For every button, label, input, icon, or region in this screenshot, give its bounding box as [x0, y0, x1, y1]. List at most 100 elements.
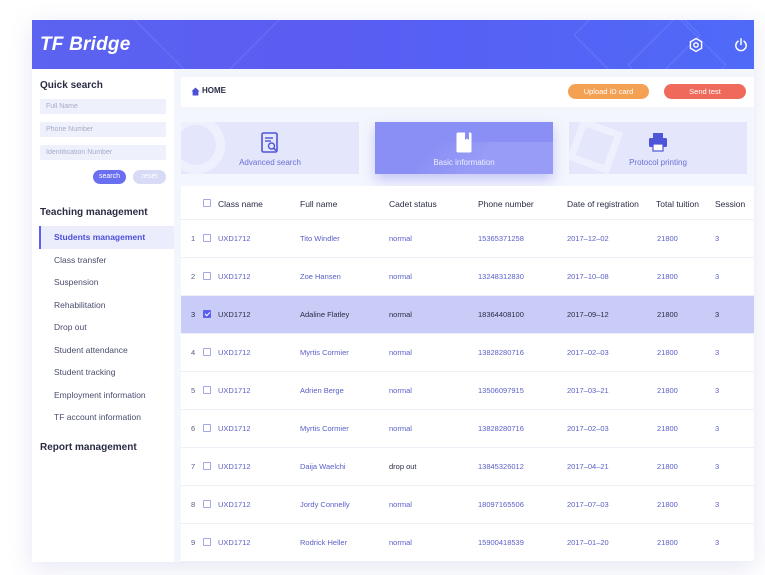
- protocol-printing-label: Protocol printing: [629, 158, 687, 167]
- sidebar-item-employment-information[interactable]: Employment information: [54, 390, 146, 400]
- phone-cell: 18097165506: [478, 500, 524, 509]
- phone-cell: 13845326012: [478, 462, 524, 471]
- session-cell: 3: [715, 424, 720, 433]
- full-name-cell: Tito Windler: [300, 234, 340, 243]
- sidebar-item-suspension[interactable]: Suspension: [54, 277, 99, 287]
- table-row[interactable]: 2 UXD1712 Zoe Hansen normal 13248312830 …: [181, 258, 754, 296]
- row-checkbox[interactable]: [203, 348, 211, 356]
- class-name-cell: UXD1712: [218, 500, 251, 509]
- row-checkbox[interactable]: [203, 538, 211, 546]
- advanced-search-card[interactable]: Advanced search: [181, 122, 359, 174]
- row-checkbox[interactable]: [203, 462, 211, 470]
- full-name-cell: Zoe Hansen: [300, 272, 341, 281]
- sidebar-item-class-transfer[interactable]: Class transfer: [54, 255, 107, 265]
- reset-button[interactable]: reset: [133, 170, 166, 184]
- row-checkbox-checked[interactable]: [203, 310, 211, 318]
- date-cell: 2017–02–03: [567, 424, 609, 433]
- full-name-cell: Daija Waelchi: [300, 462, 346, 471]
- teaching-management-title[interactable]: Teaching management: [40, 207, 148, 218]
- table-row[interactable]: 9 UXD1712 Rodrick Heller normal 15900418…: [181, 524, 754, 562]
- printer-icon: [649, 133, 667, 152]
- header-decoration: [129, 20, 285, 69]
- report-management-title[interactable]: Report management: [40, 442, 137, 453]
- table-row-selected[interactable]: 3 UXD1712 Adaline Flatley normal 1836440…: [181, 296, 754, 334]
- phone-cell: 13248312830: [478, 272, 524, 281]
- class-name-cell: UXD1712: [218, 234, 251, 243]
- sidebar-item-student-attendance[interactable]: Student attendance: [54, 345, 128, 355]
- card-decoration: [181, 122, 225, 174]
- status-cell: normal: [389, 348, 412, 357]
- session-cell: 3: [715, 272, 720, 281]
- table-row[interactable]: 5 UXD1712 Adrien Berge normal 1350609791…: [181, 372, 754, 410]
- upload-id-card-button[interactable]: Upload iD card: [568, 84, 649, 99]
- session-cell: 3: [715, 500, 720, 509]
- row-checkbox[interactable]: [203, 424, 211, 432]
- full-name-cell: Myrtis Cormier: [300, 424, 349, 433]
- table-header-row: Class name Full name Cadet status Phone …: [181, 186, 754, 220]
- sidebar-item-drop-out[interactable]: Drop out: [54, 322, 87, 332]
- column-header[interactable]: Total tuition: [656, 199, 699, 209]
- session-cell: 3: [715, 234, 720, 243]
- students-table: Class name Full name Cadet status Phone …: [181, 186, 754, 562]
- advanced-search-label: Advanced search: [239, 158, 301, 167]
- row-number: 4: [191, 348, 196, 357]
- phone-cell: 13828280716: [478, 348, 524, 357]
- power-icon[interactable]: [733, 37, 749, 53]
- date-cell: 2017–04–21: [567, 462, 609, 471]
- gear-icon[interactable]: [688, 37, 704, 53]
- status-cell: normal: [389, 424, 412, 433]
- full-name-cell: Jordy Connelly: [300, 500, 350, 509]
- status-cell: normal: [389, 386, 412, 395]
- table-row[interactable]: 6 UXD1712 Myrtis Cormier normal 13828280…: [181, 410, 754, 448]
- status-cell: normal: [389, 310, 412, 319]
- app-window: TF Bridge Quick search search reset Teac…: [32, 20, 754, 562]
- tuition-cell: 21800: [657, 462, 678, 471]
- breadcrumb-home[interactable]: HOME: [202, 86, 226, 95]
- column-header[interactable]: Session: [715, 199, 746, 209]
- row-checkbox[interactable]: [203, 500, 211, 508]
- class-name-cell: UXD1712: [218, 310, 251, 319]
- table-row[interactable]: 4 UXD1712 Myrtis Cormier normal 13828280…: [181, 334, 754, 372]
- column-header[interactable]: Class name: [218, 199, 263, 209]
- identification-number-input[interactable]: [40, 145, 166, 160]
- sidebar-item-rehabilitation[interactable]: Rehabilitation: [54, 300, 106, 310]
- status-cell: normal: [389, 538, 412, 547]
- basic-information-card[interactable]: Basic information: [375, 122, 553, 174]
- class-name-cell: UXD1712: [218, 386, 251, 395]
- table-row[interactable]: 8 UXD1712 Jordy Connelly normal 18097165…: [181, 486, 754, 524]
- row-number: 8: [191, 500, 196, 509]
- row-number: 7: [191, 462, 196, 471]
- column-header[interactable]: Cadet status: [389, 199, 437, 209]
- search-button[interactable]: search: [93, 170, 126, 184]
- date-cell: 2017–03–21: [567, 386, 609, 395]
- column-header[interactable]: Date of registration: [567, 199, 639, 209]
- status-cell: normal: [389, 234, 412, 243]
- date-cell: 2017–10–08: [567, 272, 609, 281]
- tuition-cell: 21800: [657, 234, 678, 243]
- home-icon: [191, 87, 200, 96]
- protocol-printing-card[interactable]: Protocol printing: [569, 122, 747, 174]
- table-row[interactable]: 7 UXD1712 Daija Waelchi drop out 1384532…: [181, 448, 754, 486]
- table-row[interactable]: 1 UXD1712 Tito Windler normal 1536537125…: [181, 220, 754, 258]
- row-checkbox[interactable]: [203, 234, 211, 242]
- row-number: 3: [191, 310, 196, 319]
- session-cell: 3: [715, 386, 720, 395]
- row-checkbox[interactable]: [203, 272, 211, 280]
- phone-number-input[interactable]: [40, 122, 166, 137]
- column-header[interactable]: Phone number: [478, 199, 534, 209]
- app-title: TF Bridge: [40, 34, 131, 55]
- tuition-cell: 21800: [657, 272, 678, 281]
- status-cell: drop out: [389, 462, 417, 471]
- session-cell: 3: [715, 310, 720, 319]
- sidebar-item-tf-account-information[interactable]: TF account information: [54, 412, 141, 422]
- sidebar-item-student-tracking[interactable]: Student tracking: [54, 367, 116, 377]
- select-all-checkbox[interactable]: [203, 199, 211, 207]
- full-name-input[interactable]: [40, 99, 166, 114]
- row-checkbox[interactable]: [203, 386, 211, 394]
- date-cell: 2017–07–03: [567, 500, 609, 509]
- send-test-button[interactable]: Send test: [664, 84, 746, 99]
- sidebar-item-students-management[interactable]: Students management: [39, 226, 174, 249]
- class-name-cell: UXD1712: [218, 462, 251, 471]
- date-cell: 2017–02–03: [567, 348, 609, 357]
- column-header[interactable]: Full name: [300, 199, 338, 209]
